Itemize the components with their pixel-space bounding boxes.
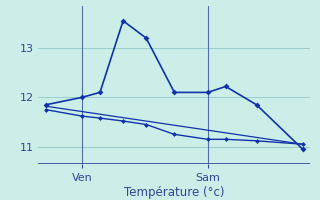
- X-axis label: Température (°c): Température (°c): [124, 186, 225, 199]
